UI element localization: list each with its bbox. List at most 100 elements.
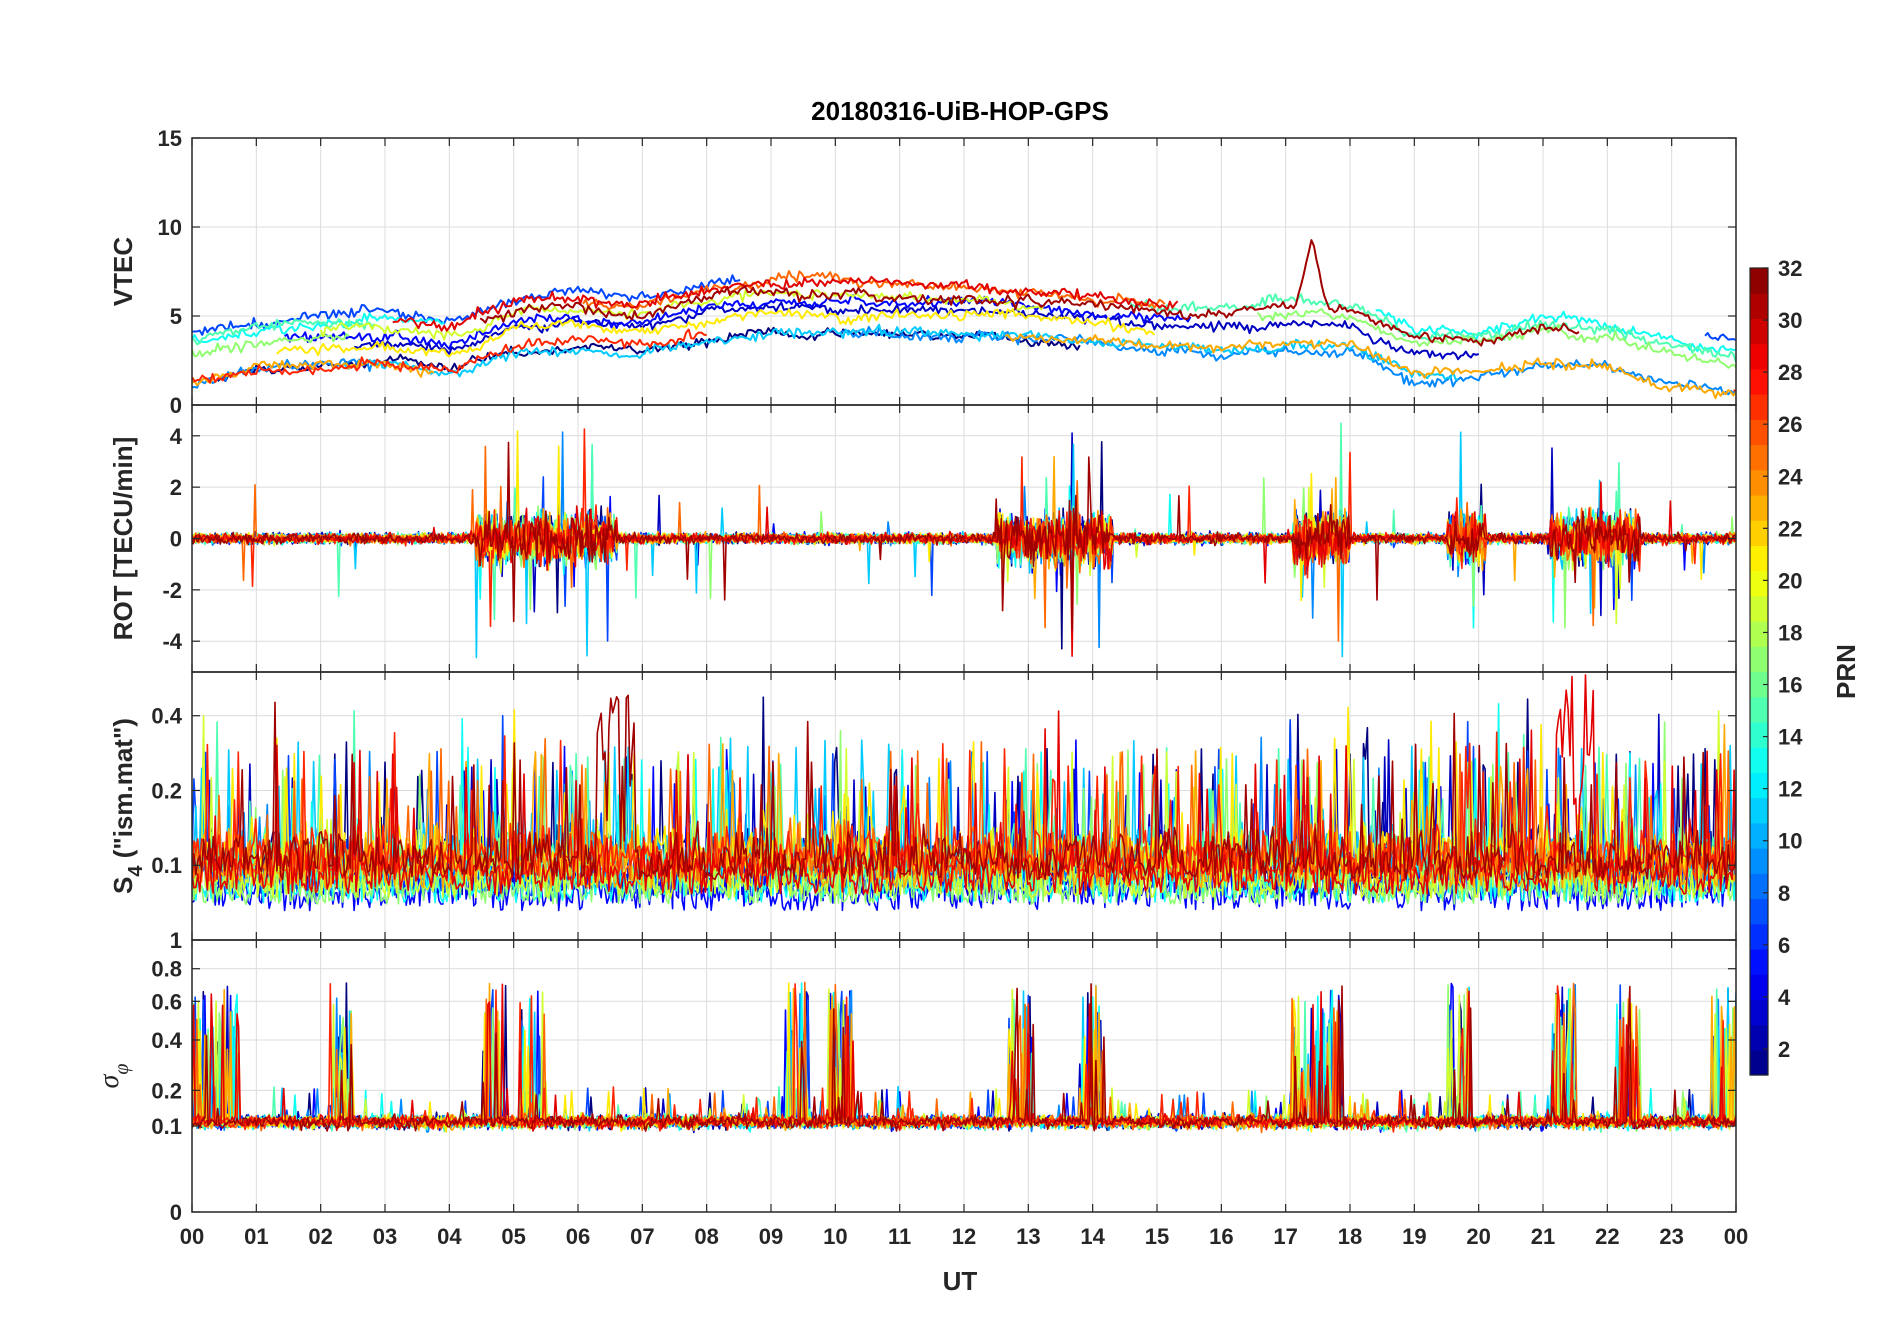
colorbar-swatch <box>1750 293 1768 320</box>
x-tick-label: 09 <box>759 1224 783 1249</box>
series-s4-prn-29 <box>192 674 1736 895</box>
colorbar-tick-label: 32 <box>1778 256 1802 281</box>
colorbar-swatch <box>1750 696 1768 723</box>
series-vtec-prn-11 <box>340 323 1459 381</box>
colorbar-tick-label: 16 <box>1778 673 1802 698</box>
y-tick-label-rot: -2 <box>162 578 182 603</box>
colorbar-tick-label: 12 <box>1778 777 1802 802</box>
y-tick-label-s4: 0.1 <box>151 853 182 878</box>
x-tick-label: 14 <box>1080 1224 1105 1249</box>
colorbar-tick-label: 2 <box>1778 1037 1790 1062</box>
series-vtec-prn-15 <box>192 293 1736 363</box>
y-axis-label-rest: ("ism.mat") <box>108 718 138 865</box>
y-tick-label-sigma: 0 <box>170 1200 182 1225</box>
y-tick-label-rot: -4 <box>162 629 182 654</box>
y-axis-label-rot: ROT [TECU/min] <box>108 437 138 641</box>
colorbar-swatch <box>1750 923 1768 950</box>
panel-rot-series <box>192 422 1736 659</box>
colorbar-tick-label: 28 <box>1778 360 1802 385</box>
colorbar-swatch <box>1750 1024 1768 1051</box>
y-axis-label-sigma: σφ <box>94 1064 133 1089</box>
y-tick-label-sigma: 0.4 <box>151 1028 182 1053</box>
y-tick-label-s4: 0.4 <box>151 704 182 729</box>
y-axis-label-main: σ <box>94 1073 125 1088</box>
series-sigma-prn-31 <box>192 983 1736 1132</box>
colorbar-tick-label: 14 <box>1778 725 1803 750</box>
y-tick-label-sigma: 0.6 <box>151 989 182 1014</box>
colorbar-swatch <box>1750 797 1768 824</box>
x-tick-label: 12 <box>952 1224 976 1249</box>
y-axis-label-sub: 4 <box>125 865 147 877</box>
x-tick-label: 05 <box>501 1224 525 1249</box>
panel-sigma-series <box>192 981 1736 1134</box>
series-vtec-prn-3 <box>353 301 1479 361</box>
y-tick-label-rot: 2 <box>170 475 182 500</box>
colorbar-swatch <box>1750 368 1768 395</box>
x-tick-label: 16 <box>1209 1224 1233 1249</box>
colorbar-swatch <box>1750 419 1768 446</box>
colorbar-swatch <box>1750 873 1768 900</box>
series-vtec-prn-29 <box>392 275 1179 332</box>
series-vtec-prn-31 <box>479 239 1580 347</box>
colorbar-swatch <box>1750 646 1768 673</box>
colorbar-swatch <box>1750 772 1768 799</box>
x-tick-label: 21 <box>1531 1224 1555 1249</box>
colorbar-swatch <box>1750 318 1768 345</box>
x-axis-label: UT <box>943 1266 978 1296</box>
colorbar-swatch <box>1750 948 1768 975</box>
y-tick-label-sigma: 0.8 <box>151 957 182 982</box>
y-tick-label-vtec: 10 <box>158 215 182 240</box>
y-tick-label-sigma: 0.1 <box>151 1114 182 1139</box>
y-axis-label-sub: φ <box>111 1064 133 1075</box>
y-axis-label-vtec: VTEC <box>108 237 138 307</box>
colorbar-tick-label: 10 <box>1778 829 1802 854</box>
colorbar-swatch <box>1750 822 1768 849</box>
x-tick-label: 03 <box>373 1224 397 1249</box>
x-tick-label: 07 <box>630 1224 654 1249</box>
y-tick-label-rot: 0 <box>170 527 182 552</box>
series-vtec-prn-13 <box>192 309 1736 355</box>
colorbar-swatch <box>1750 848 1768 874</box>
colorbar-swatch <box>1750 671 1768 698</box>
plot-layer <box>191 137 1737 1213</box>
y-axis-label-s4: S4 ("ism.mat") <box>108 718 147 894</box>
colorbar-swatch <box>1750 898 1768 925</box>
x-tick-label: 10 <box>823 1224 847 1249</box>
colorbar-swatch <box>1750 570 1768 597</box>
x-tick-label: 15 <box>1145 1224 1169 1249</box>
colorbar-swatch <box>1750 394 1768 420</box>
colorbar-swatch <box>1750 999 1768 1026</box>
x-tick-label: 17 <box>1273 1224 1297 1249</box>
colorbar-swatch <box>1750 1049 1768 1076</box>
x-tick-label: 06 <box>566 1224 590 1249</box>
x-tick-label: 19 <box>1402 1224 1426 1249</box>
colorbar-tick-label: 20 <box>1778 568 1802 593</box>
series-rot-prn-31 <box>192 441 1736 631</box>
colorbar-tick-label: 26 <box>1778 412 1802 437</box>
colorbar-frame <box>1749 267 1769 1076</box>
colorbar-swatch <box>1750 520 1768 547</box>
x-tick-label: 23 <box>1659 1224 1683 1249</box>
x-tick-label: 01 <box>244 1224 268 1249</box>
series-s4-prn-31 <box>192 694 1736 881</box>
y-tick-label-s4: 0.2 <box>151 778 182 803</box>
x-tick-label: 00 <box>1724 1224 1748 1249</box>
x-tick-label: 02 <box>308 1224 332 1249</box>
series-vtec-prn-21 <box>276 308 1156 358</box>
y-tick-label-sigma: 0.2 <box>151 1078 182 1103</box>
colorbar-tick-label: 4 <box>1778 985 1791 1010</box>
colorbar-tick-label: 6 <box>1778 933 1790 958</box>
colorbar-swatch <box>1750 469 1768 496</box>
y-tick-label-sigma: 1 <box>170 928 182 953</box>
x-tick-label: 18 <box>1338 1224 1362 1249</box>
colorbar-tick-label: 8 <box>1778 881 1790 906</box>
panel-vtec-series <box>192 239 1736 400</box>
colorbar-label: PRN <box>1831 644 1861 699</box>
colorbar-swatch <box>1750 343 1768 370</box>
x-tick-label: 20 <box>1466 1224 1490 1249</box>
y-tick-label-vtec: 0 <box>170 393 182 418</box>
y-tick-label-rot: 4 <box>170 424 183 449</box>
figure-title: 20180316-UiB-HOP-GPS <box>811 96 1109 126</box>
